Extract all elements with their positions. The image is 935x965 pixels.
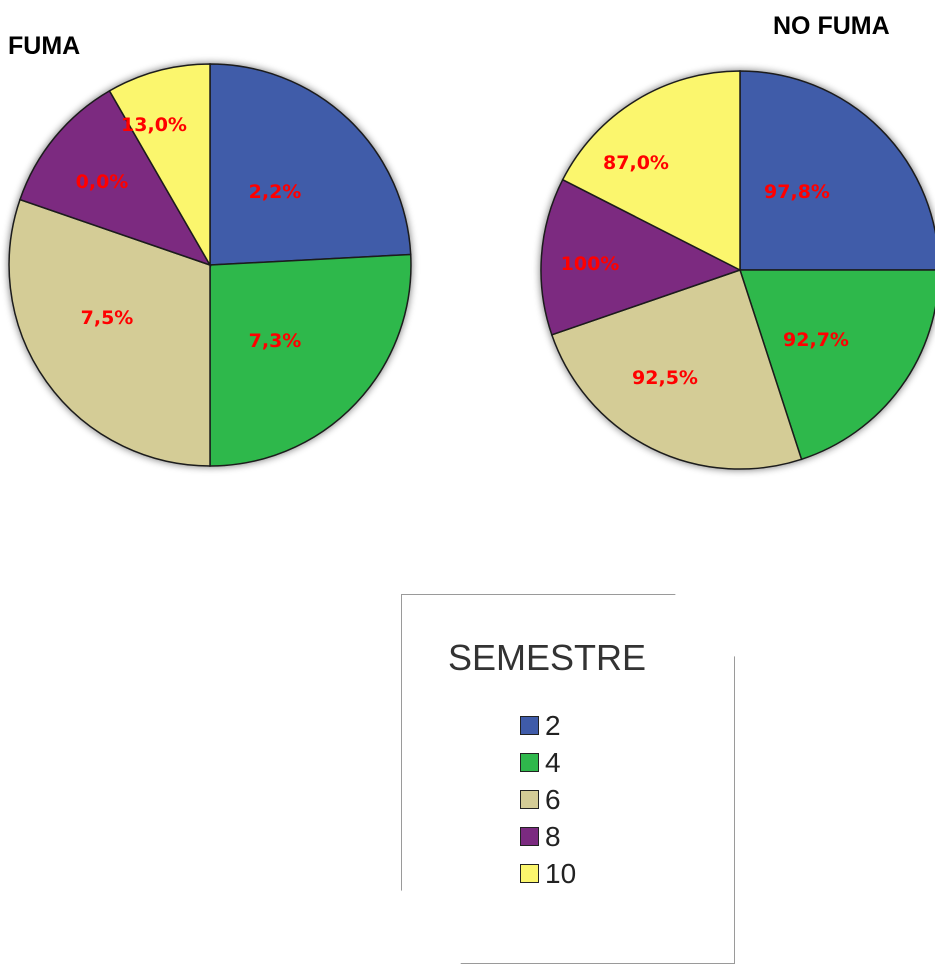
pie-data-label: 13,0% xyxy=(121,114,187,136)
pie-data-label: 87,0% xyxy=(603,152,669,174)
pie-fuma xyxy=(8,63,412,467)
chart-title-fuma: FUMA xyxy=(8,32,81,60)
pie-slice-semestre-4 xyxy=(209,253,412,467)
pie-data-label: 97,8% xyxy=(764,181,830,203)
legend-label: 6 xyxy=(545,783,561,815)
pie-data-label: 92,7% xyxy=(783,329,849,351)
pie-no-fuma-labels: 97,8% 92,7% 92,5% 100% 87,0% xyxy=(561,152,849,389)
pie-slice-semestre-10 xyxy=(561,70,741,272)
pie-no-fuma xyxy=(540,70,935,470)
pie-data-label: 7,5% xyxy=(81,307,134,329)
pie-slice-semestre-2 xyxy=(739,70,935,271)
pie-slice-semestre-8 xyxy=(540,178,742,336)
legend-label: 10 xyxy=(545,857,577,889)
legend-item: 6 xyxy=(520,781,576,818)
chart-title-no-fuma: NO FUMA xyxy=(773,12,890,40)
legend-swatch xyxy=(520,827,539,846)
legend-item: 8 xyxy=(520,818,576,855)
pie-data-label: 100% xyxy=(561,253,620,275)
legend-swatch xyxy=(520,864,539,883)
legend-title: SEMESTRE xyxy=(448,637,647,678)
legend-swatch xyxy=(520,790,539,809)
pie-fuma-labels: 2,2% 7,3% 7,5% 0,0% 13,0% xyxy=(76,114,302,352)
pie-data-label: 0,0% xyxy=(76,171,129,193)
legend-swatch xyxy=(520,753,539,772)
legend-label: 4 xyxy=(545,746,561,778)
legend-item: 2 xyxy=(520,707,576,744)
pie-slice-semestre-6 xyxy=(8,198,211,467)
legend-list: 2 4 6 8 10 xyxy=(520,707,576,892)
pie-slice-semestre-2 xyxy=(209,63,412,266)
legend-label: 2 xyxy=(545,709,561,741)
pie-data-label: 7,3% xyxy=(249,330,302,352)
pie-slice-semestre-8 xyxy=(19,89,212,267)
legend-item: 10 xyxy=(520,855,576,892)
legend-label: 8 xyxy=(545,820,561,852)
pie-slice-semestre-4 xyxy=(738,269,935,461)
pie-data-label: 92,5% xyxy=(632,367,698,389)
pie-slice-semestre-10 xyxy=(108,63,211,268)
legend-panel xyxy=(401,594,735,964)
legend-item: 4 xyxy=(520,744,576,781)
legend-swatch xyxy=(520,716,539,735)
pie-slice-semestre-6 xyxy=(550,269,803,470)
pie-data-label: 2,2% xyxy=(249,181,302,203)
